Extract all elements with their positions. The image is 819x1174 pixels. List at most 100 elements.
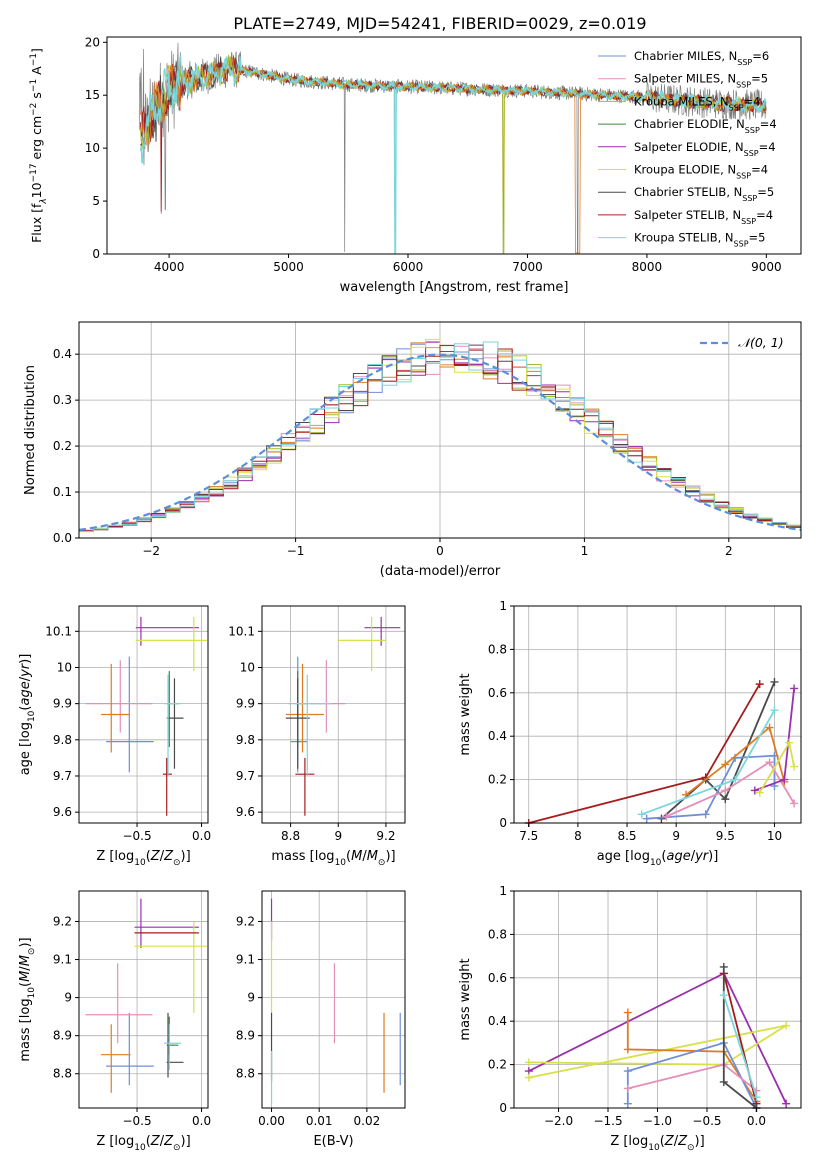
x-tick-label: 0.0 <box>747 1114 766 1128</box>
chart-spectrum: 4000 5000 6000 7000 8000 9000 0 5 10 15 20 waveleng… <box>29 35 802 295</box>
x-tick-label: 0.01 <box>306 1114 333 1128</box>
y-tick-label: 9.8 <box>53 733 72 747</box>
weight-marker <box>623 1099 632 1108</box>
axes-frame <box>78 890 209 1109</box>
y-tick-label: 9.9 <box>236 697 255 711</box>
errorbars <box>285 616 401 816</box>
y-tick-label: 9.7 <box>236 769 255 783</box>
weight-marker <box>623 1067 632 1076</box>
x-axis-label: Z [log10(Z/Z⊙)] <box>96 849 190 868</box>
x-axis-label: Z [log10(Z/Z⊙)] <box>610 1134 704 1153</box>
x-tick-label: −0.5 <box>692 1114 721 1128</box>
y-tick-label: 9.2 <box>53 914 72 928</box>
weight-marker <box>770 706 779 715</box>
weight-marker <box>524 1073 533 1082</box>
weight-marker <box>642 814 651 823</box>
y-tick-label: 0 <box>499 1101 507 1115</box>
y-tick-label: 20 <box>85 35 100 49</box>
x-tick-label: 8 <box>574 829 582 843</box>
x-tick-label: 9 <box>672 829 680 843</box>
y-axis-label: Flux [fλ10−17 erg cm−2 s−1 A−1] <box>29 48 49 243</box>
x-axis-label: (data-model)/error <box>380 564 501 579</box>
weight-marker <box>731 775 740 784</box>
y-tick-label: 0.4 <box>53 347 72 361</box>
weight-marker <box>721 786 730 795</box>
legend-entry: Salpeter MILES, NSSP=5 <box>634 72 768 90</box>
weight-marker <box>782 1021 791 1030</box>
legend-entry: Salpeter STELIB, NSSP=4 <box>634 208 773 226</box>
x-axis-label: age [log10(age/yr)] <box>597 849 719 868</box>
y-tick-label: 10 <box>57 660 72 674</box>
y-tick-label: 9 <box>64 991 72 1005</box>
x-tick-label: −2.0 <box>544 1114 573 1128</box>
chart-age-vs-Z: −0.5 0.0 9.6 9.7 9.8 9.9 10 10.1 Z [log10(Z/Z⊙)]… <box>18 605 211 868</box>
chart-mass-weight-vs-age: 7.5 8 8.5 9 9.5 10 0 0.2 0.4 0.6 0.8 1 age [log10(ag… <box>458 599 802 868</box>
x-tick-label: 7000 <box>512 260 543 274</box>
weight-marker <box>785 738 794 747</box>
y-tick-label: 1 <box>499 599 507 613</box>
y-tick-label: 1 <box>499 884 507 898</box>
y-tick-label: 10 <box>240 660 255 674</box>
weight-marker <box>780 775 789 784</box>
histogram-step <box>79 341 801 534</box>
y-tick-label: 0.0 <box>53 531 72 545</box>
legend-entry: Chabrier MILES, NSSP=6 <box>634 49 769 67</box>
weight-marker <box>790 762 799 771</box>
weight-marker <box>623 1008 632 1017</box>
x-tick-label: −1 <box>287 544 305 558</box>
x-tick-label: 0.02 <box>354 1114 381 1128</box>
weight-marker <box>719 991 728 1000</box>
weight-marker <box>782 1099 791 1108</box>
y-tick-label: 9.7 <box>53 769 72 783</box>
x-tick-label: 10 <box>767 829 782 843</box>
y-tick-label: 0.6 <box>488 971 507 985</box>
y-tick-label: 0.2 <box>488 773 507 787</box>
weight-marker <box>524 1058 533 1067</box>
x-tick-label: −0.5 <box>122 1114 151 1128</box>
y-tick-label: 9 <box>247 991 255 1005</box>
x-tick-label: 0.0 <box>192 1114 211 1128</box>
chart-mass-vs-Z: −0.5 0.0 8.8 8.9 9 9.1 9.2 Z [log10(Z/Z⊙)] mass … <box>18 890 211 1153</box>
legend-entry: Salpeter ELODIE, NSSP=4 <box>634 140 776 158</box>
legend: Chabrier MILES, NSSP=6 Salpeter MILES, NS… <box>598 49 777 248</box>
spectrum-model-line <box>139 54 767 254</box>
weight-marker <box>719 962 728 971</box>
chart-age-vs-mass: 8.8 9 9.2 9.6 9.7 9.8 9.9 10 10.1 mass [log10(M/M… <box>228 605 406 868</box>
x-axis-label: mass [log10(M/M⊙)] <box>271 849 395 868</box>
y-tick-label: 9.1 <box>236 953 255 967</box>
y-axis-label: Normed distribution <box>23 365 38 495</box>
y-axis-label: mass [log10(M/M⊙)] <box>18 937 37 1061</box>
y-tick-label: 0.4 <box>488 1014 507 1028</box>
chart-mass-weight-vs-Z: −2.0 −1.5 −1.0 −0.5 0.0 0 0.2 0.4 0.6 0.8 1 Z [log1… <box>458 884 802 1153</box>
weight-marker <box>623 1084 632 1093</box>
weight-lines <box>524 962 791 1112</box>
y-axis-label: mass weight <box>458 673 473 755</box>
axes-frame <box>261 605 406 824</box>
x-tick-label: 1 <box>581 544 589 558</box>
spectrum-model-line <box>140 56 767 147</box>
weight-line <box>722 994 758 1098</box>
x-axis-label: Z [log10(Z/Z⊙)] <box>96 1134 190 1153</box>
y-tick-label: 9.9 <box>53 697 72 711</box>
x-tick-label: 4000 <box>154 260 185 274</box>
y-tick-label: 0.1 <box>53 485 72 499</box>
legend-entry: Kroupa STELIB, NSSP=5 <box>634 231 765 249</box>
y-tick-label: 0.8 <box>488 642 507 656</box>
y-tick-label: 9.6 <box>236 805 255 819</box>
weight-line <box>665 760 795 818</box>
weight-marker <box>623 1045 632 1054</box>
y-tick-label: 9.6 <box>53 805 72 819</box>
x-tick-label: −0.5 <box>122 829 151 843</box>
legend-entry: Kroupa MILES, NSSP=4 <box>634 94 760 112</box>
y-tick-label: 8.9 <box>53 1029 72 1043</box>
axes-frame <box>261 890 406 1109</box>
y-tick-label: 5 <box>92 194 100 208</box>
weight-marker <box>790 684 799 693</box>
axes-frame <box>106 36 802 255</box>
weight-marker <box>765 723 774 732</box>
weight-marker <box>662 812 671 821</box>
x-tick-label: 9000 <box>751 260 782 274</box>
y-tick-label: 8.8 <box>53 1067 72 1081</box>
